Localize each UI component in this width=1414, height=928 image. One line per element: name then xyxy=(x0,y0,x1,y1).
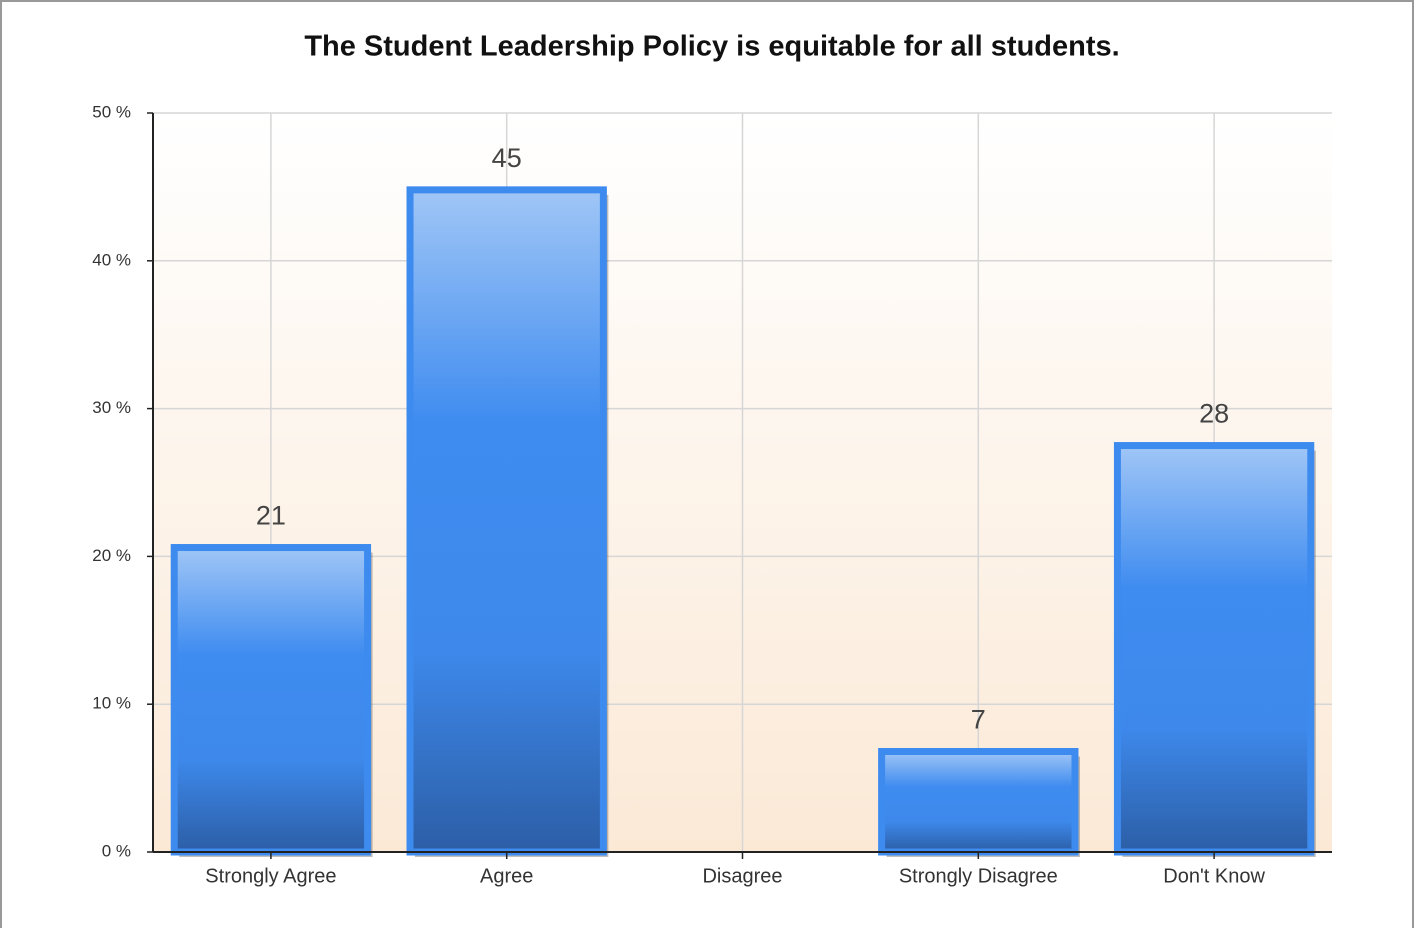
value-label: 7 xyxy=(971,705,986,735)
bar xyxy=(406,186,607,856)
y-tick-label: 50 % xyxy=(92,102,131,121)
x-tick-label: Strongly Disagree xyxy=(899,865,1058,887)
bar xyxy=(878,747,1079,856)
y-tick-label: 30 % xyxy=(92,398,131,417)
x-tick-label: Disagree xyxy=(702,865,782,887)
bar xyxy=(1113,442,1315,856)
value-label: 21 xyxy=(256,501,286,531)
bar xyxy=(170,544,372,856)
x-tick-label: Don't Know xyxy=(1163,865,1265,887)
y-tick-label: 10 % xyxy=(92,694,131,713)
y-tick-label: 20 % xyxy=(92,546,131,565)
x-tick-label: Strongly Agree xyxy=(205,865,336,887)
chart-title: The Student Leadership Policy is equitab… xyxy=(304,31,1119,63)
x-tick-label: Agree xyxy=(480,865,533,887)
y-tick-label: 0 % xyxy=(102,841,131,860)
value-label: 45 xyxy=(492,143,522,173)
y-tick-label: 40 % xyxy=(92,250,131,269)
value-label: 28 xyxy=(1199,399,1229,429)
